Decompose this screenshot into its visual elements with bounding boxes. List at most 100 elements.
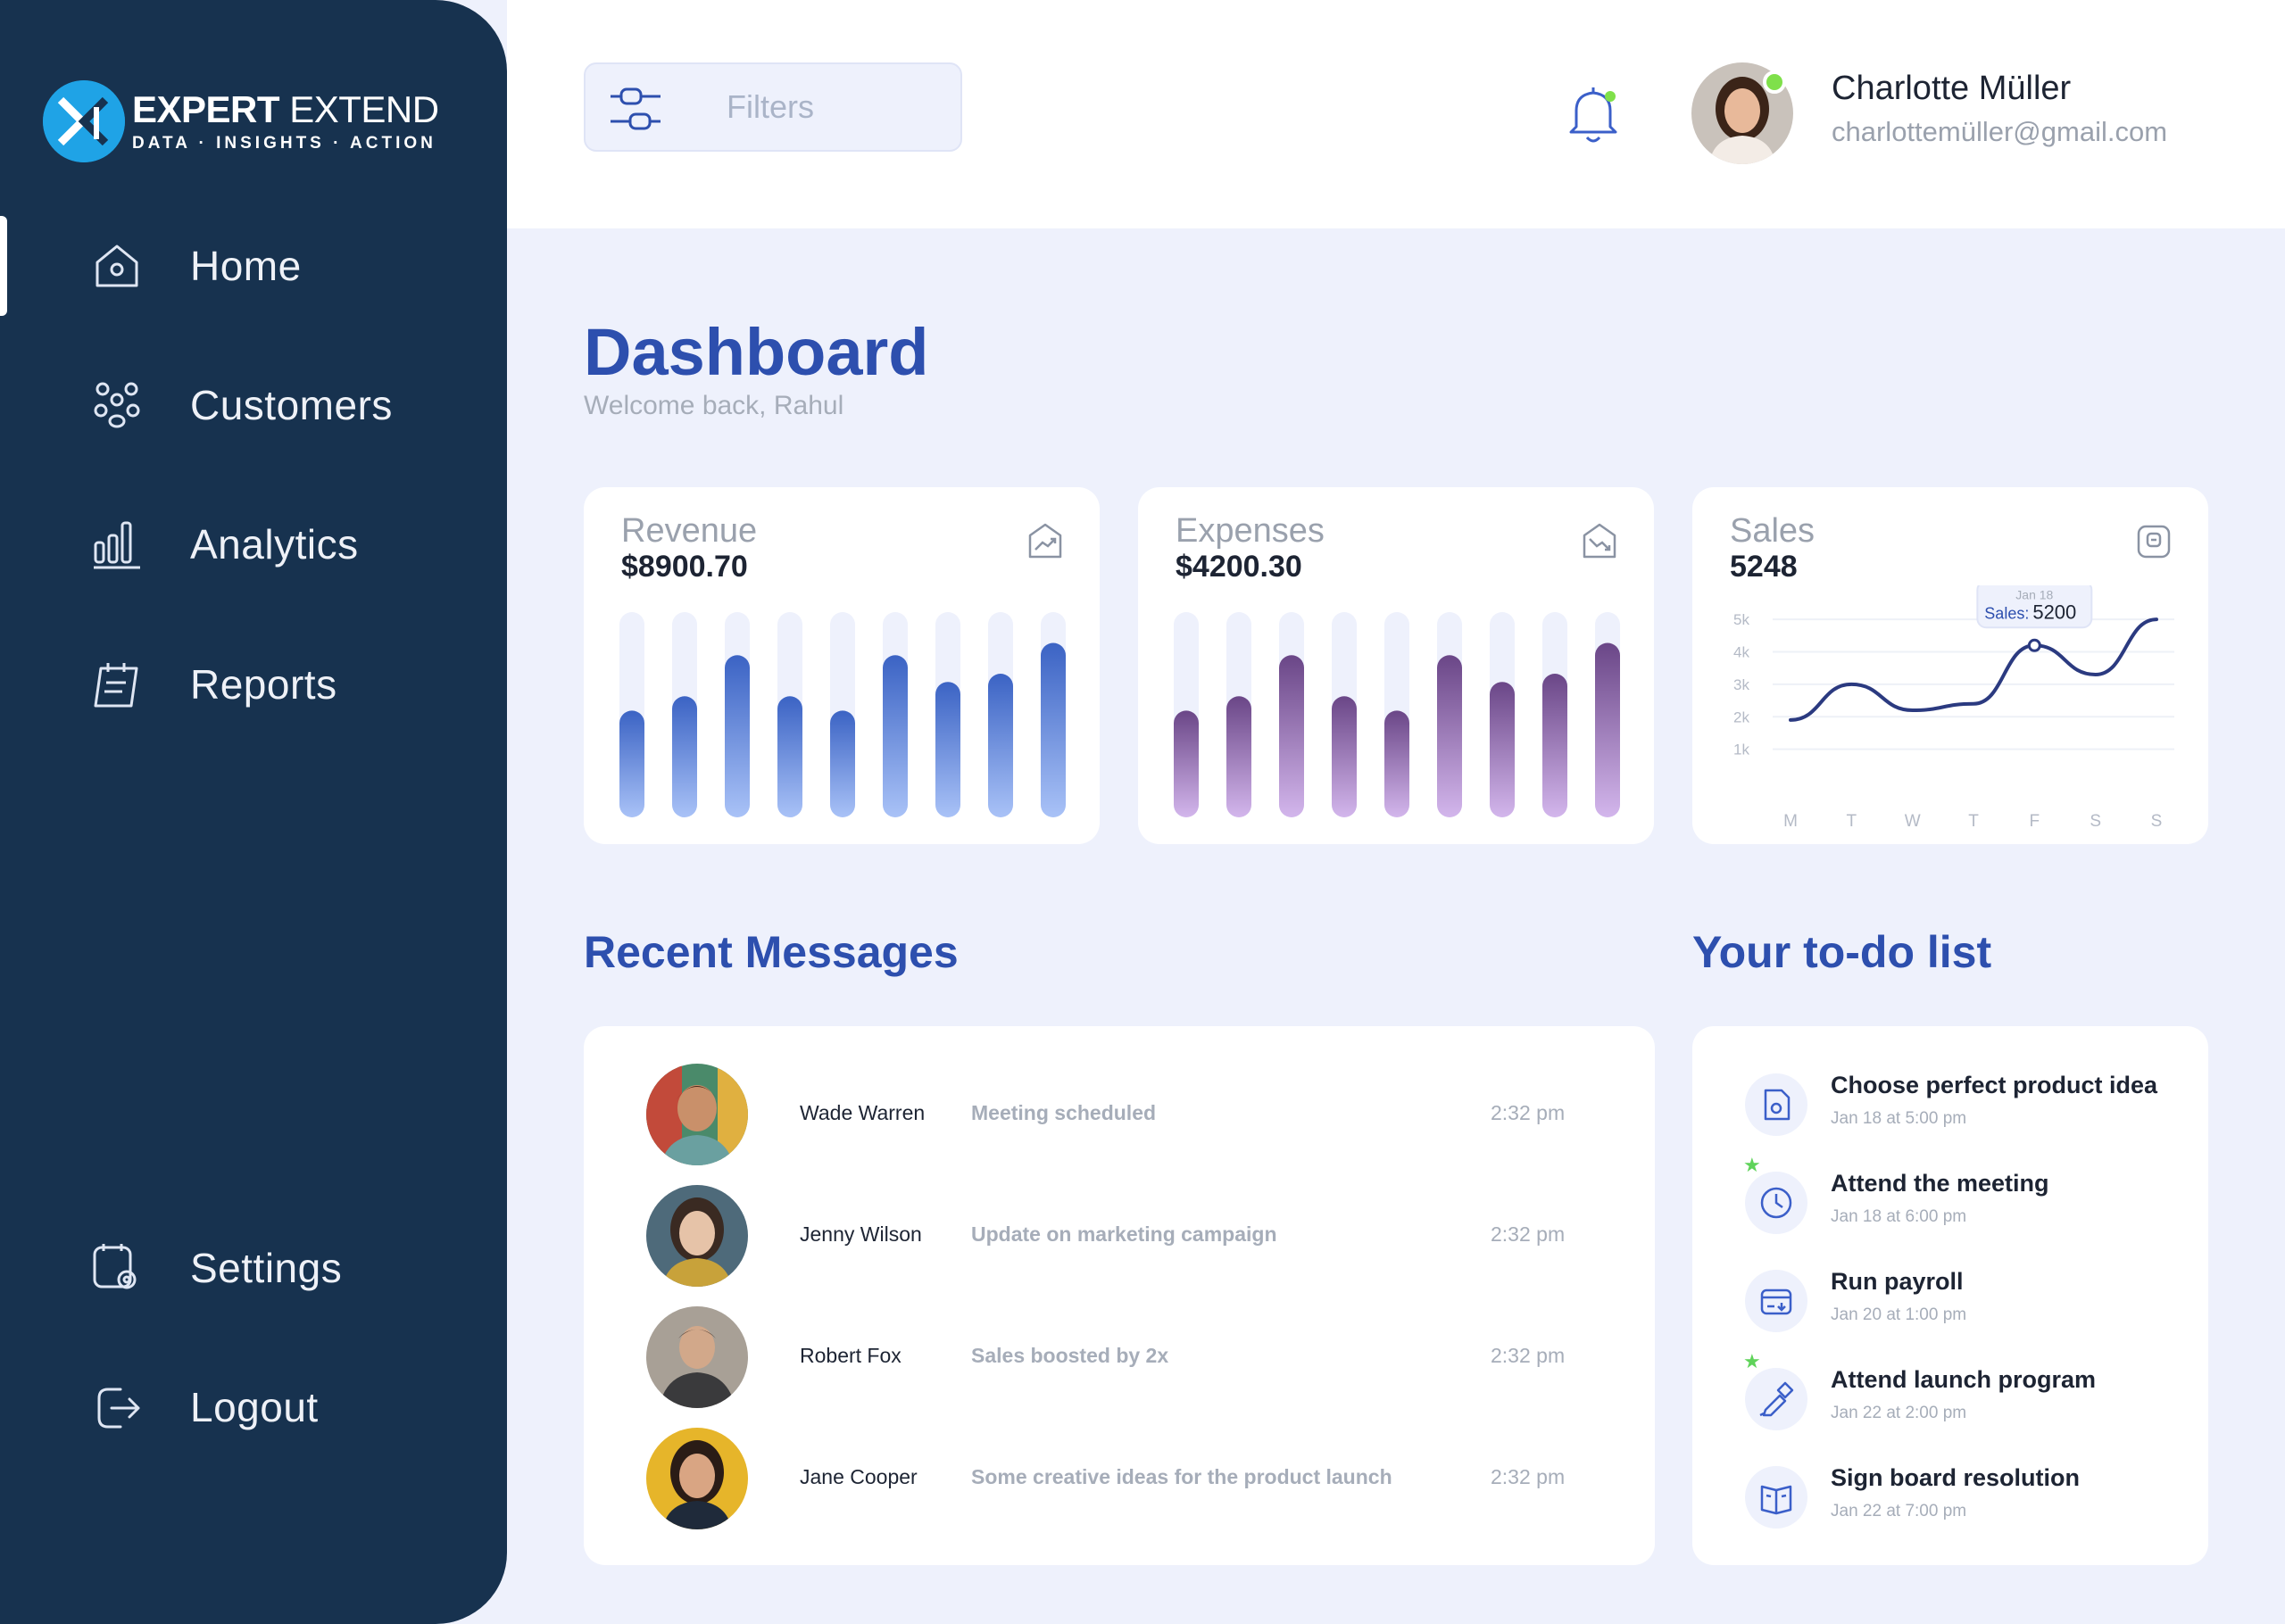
todo-time: Jan 22 at 2:00 pm: [1831, 1404, 1967, 1422]
bar[interactable]: [1437, 655, 1462, 817]
user-name: Charlotte Müller: [1832, 70, 2072, 107]
wallet-icon: [2133, 521, 2174, 562]
payroll-icon: [1745, 1270, 1807, 1332]
message-row[interactable]: Wade Warren Meeting scheduled 2:32 pm: [646, 1064, 1566, 1167]
avatar: [646, 1428, 748, 1529]
bar[interactable]: [830, 710, 855, 817]
todo-item[interactable]: ★ Attend the meeting Jan 18 at 6:00 pm: [1743, 1154, 2209, 1245]
x-tick-label: T: [1847, 812, 1857, 831]
home-icon: [86, 235, 148, 297]
sidebar-item-label: Home: [190, 243, 302, 289]
todo-item[interactable]: Sign board resolution Jan 22 at 7:00 pm: [1745, 1459, 2209, 1539]
bar[interactable]: [883, 655, 908, 817]
bar[interactable]: [935, 682, 960, 817]
todo-time: Jan 18 at 6:00 pm: [1831, 1207, 1967, 1226]
todo-title: Attend the meeting: [1831, 1170, 2049, 1197]
filter-sliders-icon: [609, 82, 662, 136]
bar[interactable]: [1226, 696, 1251, 817]
customers-icon: [86, 374, 148, 436]
sidebar-item-label: Customers: [190, 382, 393, 428]
bar[interactable]: [988, 674, 1013, 817]
y-tick-label: 5k: [1733, 611, 1749, 628]
bar[interactable]: [1174, 710, 1199, 817]
sidebar: EXPERT EXTEND DATA · INSIGHTS · ACTION H…: [0, 0, 507, 1624]
message-preview: Sales boosted by 2x: [971, 1344, 1169, 1367]
y-tick-label: 1k: [1733, 742, 1749, 758]
message-row[interactable]: Jane Cooper Some creative ideas for the …: [646, 1428, 1566, 1531]
expenses-card[interactable]: Expenses $4200.30: [1138, 487, 1654, 844]
bar[interactable]: [777, 696, 802, 817]
sidebar-item-analytics[interactable]: Analytics: [0, 495, 507, 593]
sidebar-item-reports[interactable]: Reports: [0, 635, 507, 733]
expenses-title: Expenses: [1176, 512, 1325, 550]
message-sender: Jenny Wilson: [800, 1222, 922, 1246]
todo-time: Jan 18 at 5:00 pm: [1831, 1109, 1967, 1128]
x-tick-label: W: [1905, 812, 1921, 831]
sales-title: Sales: [1730, 512, 1816, 550]
message-row[interactable]: Jenny Wilson Update on marketing campaig…: [646, 1185, 1566, 1288]
bar[interactable]: [1279, 655, 1304, 817]
message-time: 2:32 pm: [1491, 1222, 1566, 1246]
sidebar-item-settings[interactable]: Settings: [0, 1219, 507, 1317]
trend-up-icon: [1025, 521, 1066, 562]
todo-title: Attend launch program: [1831, 1366, 2097, 1393]
user-email: charlottemüller@gmail.com: [1832, 116, 2168, 147]
todo-title: Sign board resolution: [1831, 1464, 2081, 1491]
sales-value: 5248: [1730, 550, 1798, 584]
revenue-title: Revenue: [621, 512, 758, 550]
rocket-icon: [1745, 1368, 1807, 1430]
bar[interactable]: [725, 655, 750, 817]
bar[interactable]: [619, 710, 644, 817]
filters-button[interactable]: Filters: [584, 62, 962, 152]
revenue-value: $8900.70: [621, 550, 748, 584]
sales-tooltip: Jan 18 Sales: 5200: [1976, 585, 2093, 629]
message-time: 2:32 pm: [1491, 1101, 1566, 1124]
brand-name: EXPERT EXTEND: [132, 88, 439, 130]
todo-item[interactable]: Choose perfect product idea Jan 18 at 5:…: [1745, 1066, 2209, 1147]
bar[interactable]: [1542, 674, 1567, 817]
message-row[interactable]: Robert Fox Sales boosted by 2x 2:32 pm: [646, 1306, 1566, 1410]
messages-card: [584, 1026, 1655, 1565]
notification-bell-icon[interactable]: [1564, 82, 1623, 146]
sidebar-item-logout[interactable]: Logout: [0, 1358, 507, 1456]
sidebar-item-home[interactable]: Home: [0, 217, 507, 315]
tooltip-point[interactable]: [2027, 638, 2041, 652]
bar[interactable]: [672, 696, 697, 817]
expenses-bar-chart: [1174, 612, 1620, 817]
message-sender: Jane Cooper: [800, 1465, 918, 1488]
sidebar-item-label: Reports: [190, 661, 337, 708]
todo-item[interactable]: ★ Attend launch program Jan 22 at 2:00 p…: [1743, 1350, 2209, 1441]
todo-item[interactable]: Run payroll Jan 20 at 1:00 pm: [1745, 1263, 2209, 1343]
recent-messages-title: Recent Messages: [584, 927, 959, 977]
x-tick-label: S: [2151, 812, 2163, 831]
tooltip-date: Jan 18: [2015, 587, 2053, 601]
message-time: 2:32 pm: [1491, 1344, 1566, 1367]
avatar: [646, 1064, 748, 1165]
message-sender: Robert Fox: [800, 1344, 902, 1367]
sales-card[interactable]: Sales 5248 5k 4k 3k 2k 1k M T W T F S S Jan 18 Sales:…: [1692, 487, 2208, 844]
star-icon: ★: [1743, 1350, 1761, 1372]
brand-logo-mark: [43, 80, 125, 162]
bar[interactable]: [1595, 642, 1620, 818]
y-tick-label: 3k: [1733, 676, 1749, 693]
sidebar-item-label: Logout: [190, 1384, 319, 1430]
bar[interactable]: [1332, 696, 1357, 817]
bar[interactable]: [1490, 682, 1515, 817]
bar[interactable]: [1041, 642, 1066, 818]
x-tick-label: T: [1968, 812, 1979, 831]
sidebar-item-label: Analytics: [190, 521, 359, 568]
message-preview: Some creative ideas for the product laun…: [971, 1465, 1392, 1488]
revenue-card[interactable]: Revenue $8900.70: [584, 487, 1100, 844]
bar[interactable]: [1384, 710, 1409, 817]
clock-icon: [1745, 1172, 1807, 1234]
trend-down-icon: [1579, 521, 1620, 562]
sales-line-chart: 5k 4k 3k 2k 1k M T W T F S S Jan 18 Sales: 5200: [1733, 585, 2174, 831]
book-icon: [1745, 1466, 1807, 1529]
reports-icon: [86, 653, 148, 716]
message-preview: Update on marketing campaign: [971, 1222, 1277, 1246]
revenue-bar-chart: [619, 612, 1066, 817]
settings-icon: [86, 1237, 148, 1299]
sidebar-item-customers[interactable]: Customers: [0, 356, 507, 454]
avatar: [646, 1185, 748, 1287]
brand-logo[interactable]: EXPERT EXTEND DATA · INSIGHTS · ACTION: [43, 80, 439, 162]
